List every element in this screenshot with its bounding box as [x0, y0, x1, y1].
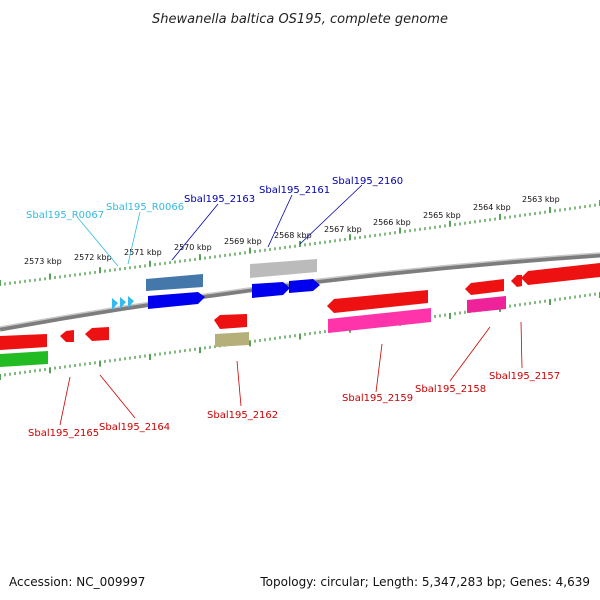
- gene-label-r0067[interactable]: Sbal195_R0067: [26, 210, 104, 221]
- trna-marker[interactable]: [112, 298, 118, 310]
- gene-label-2157[interactable]: Sbal195_2157: [489, 371, 560, 382]
- gene-arrow-2159[interactable]: [327, 290, 428, 313]
- gene-label-2165[interactable]: Sbal195_2165: [28, 428, 99, 439]
- gene-arrow-2160[interactable]: [289, 279, 320, 293]
- gene-label-2164[interactable]: Sbal195_2164: [99, 422, 170, 433]
- gene-arrow-2161[interactable]: [252, 282, 290, 298]
- gene-arrow-2164a[interactable]: [60, 330, 74, 342]
- gene-bar-2165-rna[interactable]: [0, 351, 48, 367]
- scale-label: 2563 kbp: [522, 195, 560, 204]
- gene-bar-2158-lower[interactable]: [467, 296, 506, 313]
- gene-label-2162[interactable]: Sbal195_2162: [207, 410, 278, 421]
- scale-ticks-outer: [0, 200, 600, 286]
- scale-label: 2564 kbp: [473, 203, 511, 212]
- scale-label: 2567 kbp: [324, 225, 362, 234]
- gene-bar-2162-lower[interactable]: [215, 332, 249, 347]
- gene-label-2161[interactable]: Sbal195_2161: [259, 185, 330, 196]
- gene-arrow-2162[interactable]: [214, 314, 247, 329]
- scale-label: 2573 kbp: [24, 257, 62, 266]
- scale-label: 2569 kbp: [224, 237, 262, 246]
- gene-arrow-2163[interactable]: [148, 292, 205, 309]
- scale-label: 2565 kbp: [423, 211, 461, 220]
- gene-bar-2159-lower[interactable]: [328, 308, 431, 333]
- gene-features: [0, 259, 600, 367]
- label-leaders: [59, 184, 523, 426]
- gene-label-2163[interactable]: Sbal195_2163: [184, 194, 255, 205]
- trna-marker[interactable]: [120, 297, 126, 309]
- scale-label: 2572 kbp: [74, 253, 112, 262]
- accession-text: Accession: NC_009997: [9, 575, 145, 589]
- gene-bar-2163-upper[interactable]: [146, 274, 203, 291]
- gene-labels: Sbal195_2165 Sbal195_2164 Sbal195_R0067 …: [26, 176, 560, 439]
- scale-labels: 2573 kbp 2572 kbp 2571 kbp 2570 kbp 2569…: [24, 195, 560, 266]
- scale-label: 2566 kbp: [373, 218, 411, 227]
- gene-label-2159[interactable]: Sbal195_2159: [342, 393, 413, 404]
- gene-label-2158[interactable]: Sbal195_2158: [415, 384, 486, 395]
- scale-label: 2568 kbp: [274, 231, 312, 240]
- trna-marker[interactable]: [128, 296, 134, 308]
- gene-arrow-2158[interactable]: [465, 279, 504, 295]
- gene-bar-2161-upper[interactable]: [250, 259, 317, 278]
- genome-summary-text: Topology: circular; Length: 5,347,283 bp…: [259, 575, 590, 589]
- map-title: Shewanella baltica OS195, complete genom…: [152, 12, 448, 27]
- gene-label-r0066[interactable]: Sbal195_R0066: [106, 202, 184, 213]
- scale-label: 2571 kbp: [124, 248, 162, 257]
- gene-arrow-2165[interactable]: [0, 334, 47, 350]
- gene-label-2160[interactable]: Sbal195_2160: [332, 176, 403, 187]
- gene-arrow-2164[interactable]: [85, 327, 109, 341]
- gene-arrow-2157a[interactable]: [511, 275, 522, 287]
- gene-arrow-2157[interactable]: [521, 263, 600, 285]
- scale-label: 2570 kbp: [174, 243, 212, 252]
